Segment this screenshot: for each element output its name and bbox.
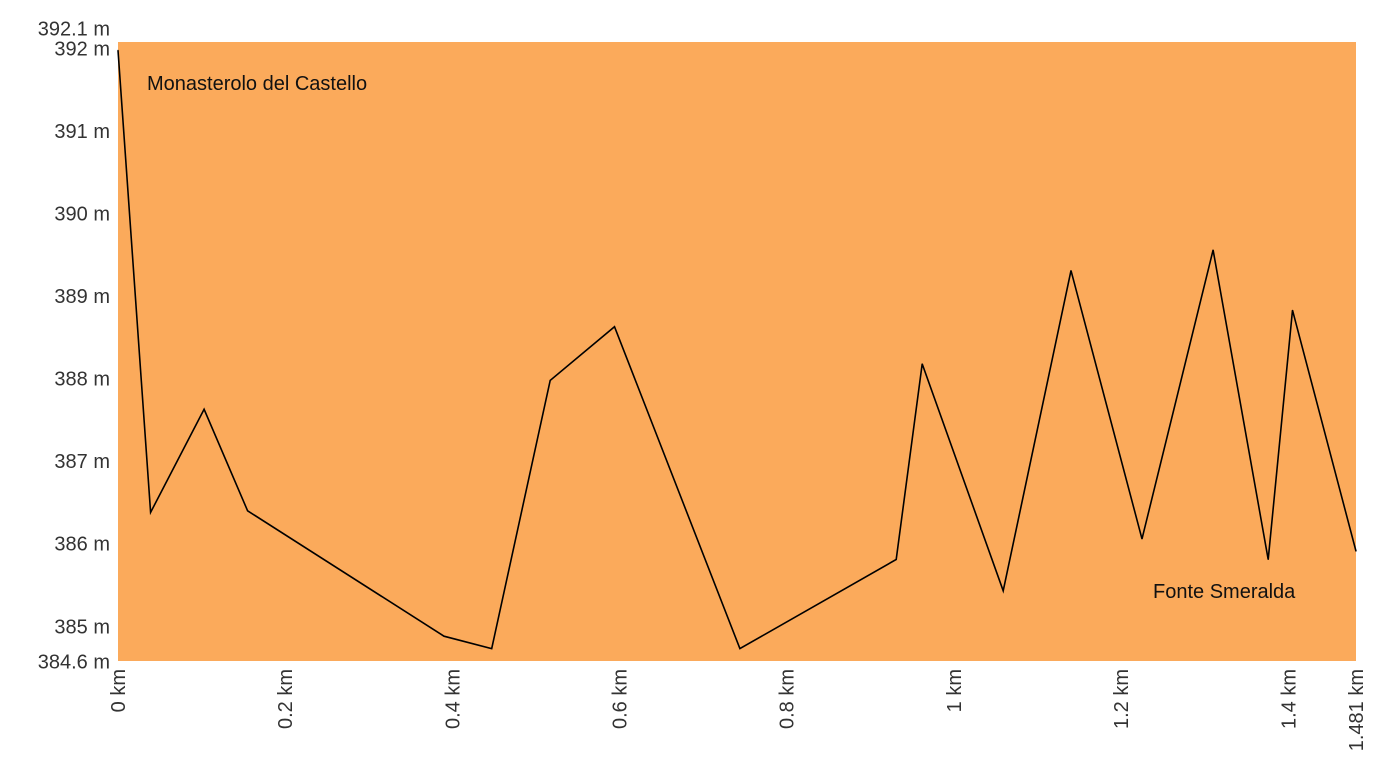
elevation-point [443,635,445,637]
x-tick-label: 0.4 km [442,669,464,729]
elevation-point [1002,590,1004,592]
elevation-point [614,326,616,328]
y-tick-label: 386 m [54,534,110,556]
x-tick-label: 0.2 km [275,669,297,729]
x-tick-label: 1.4 km [1278,669,1300,729]
elevation-point [117,49,119,51]
elevation-point [1291,309,1293,311]
x-tick-label: 0 km [108,669,130,712]
y-tick-label: 384.6 m [38,651,110,673]
elevation-point [1355,550,1357,552]
elevation-point [150,511,152,513]
y-tick-label: 388 m [54,369,110,391]
x-tick-label: 0.8 km [777,669,799,729]
elevation-point [1070,270,1072,272]
elevation-point [739,648,741,650]
end-location-label: Fonte Smeralda [1153,581,1296,603]
y-tick-label: 392 m [54,39,110,61]
elevation-point [1141,538,1143,540]
elevation-point [1267,558,1269,560]
y-tick-label: 387 m [54,451,110,473]
y-tick-label: 390 m [54,204,110,226]
elevation-point [1212,249,1214,251]
elevation-point [921,363,923,365]
y-tick-label: 389 m [54,286,110,308]
elevation-point [491,648,493,650]
start-location-label: Monasterolo del Castello [147,73,367,95]
y-tick-label: 385 m [54,616,110,638]
elevation-profile-line [117,50,1357,650]
y-tick-label: 391 m [54,121,110,143]
x-tick-label: 1 km [944,669,966,712]
elevation-point [203,408,205,410]
elevation-point [247,510,249,512]
y-tick-label: 392.1 m [38,18,110,40]
x-tick-label: 1.2 km [1111,669,1133,729]
x-axis-ticks: 0 km 0.2 km 0.4 km 0.6 km 0.8 km 1 km 1.2 km 1.… [108,669,1368,751]
x-tick-label: 1.481 km [1346,669,1368,751]
x-tick-label: 0.6 km [610,669,632,729]
elevation-point [895,558,897,560]
plot-area-background [118,42,1356,661]
elevation-points [117,49,1357,650]
elevation-point [549,379,551,381]
